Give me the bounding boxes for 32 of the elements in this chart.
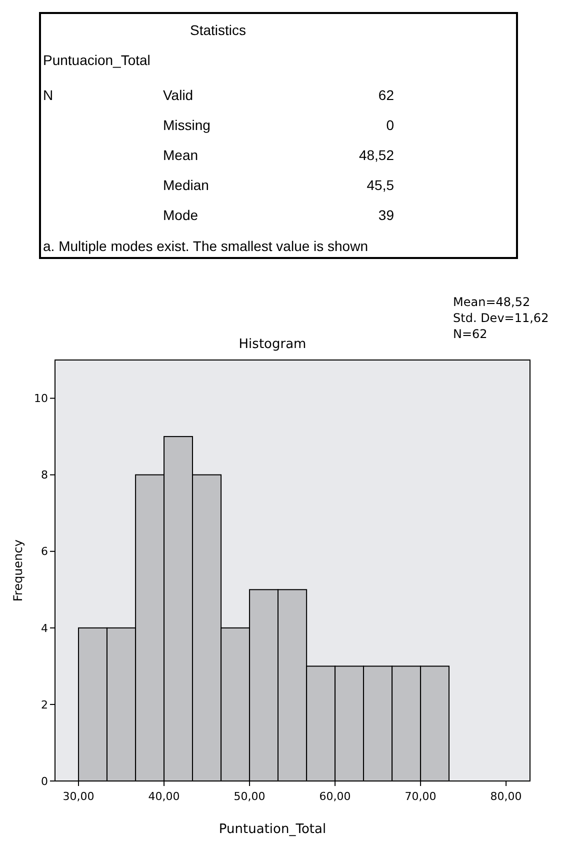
x-tick-label: 30,00 (62, 790, 94, 803)
y-tick-label: 2 (41, 698, 48, 712)
x-tick-label: 50,00 (234, 790, 266, 803)
x-tick-label: 40,00 (148, 790, 180, 803)
text: N (43, 87, 54, 103)
text: Puntuacion_Total (43, 52, 150, 68)
y-tick-label: 4 (41, 622, 48, 635)
x-axis-title: Puntuation_Total (218, 822, 326, 837)
x-tick-label: 80,00 (490, 790, 522, 803)
y-axis-title: Frequency (11, 540, 25, 602)
x-tick-label: 60,00 (319, 790, 351, 803)
text: Mean=48,52 (453, 295, 530, 309)
text: Statistics (190, 22, 246, 38)
x-tick-label: 70,00 (404, 790, 436, 803)
text: Median (163, 177, 209, 193)
text: Std. Dev=11,62 (453, 311, 549, 325)
text: Valid (163, 87, 194, 103)
text: Mode (163, 207, 198, 223)
y-tick-label: 0 (41, 774, 48, 788)
y-tick-label: 6 (41, 545, 48, 558)
text: a. Multiple modes exist. The smallest value is shown (43, 238, 368, 254)
y-tick-label: 10 (34, 392, 48, 406)
text: 48,52 (358, 147, 394, 163)
text: 45,5 (366, 177, 394, 193)
text: 0 (386, 117, 394, 133)
text: 39 (378, 207, 394, 223)
text: Mean (163, 147, 198, 163)
text: N=62 (453, 327, 488, 341)
chart-title: Histogram (238, 337, 306, 352)
y-tick-label: 8 (41, 468, 48, 482)
text: 62 (378, 87, 394, 103)
text: Missing (163, 117, 210, 133)
